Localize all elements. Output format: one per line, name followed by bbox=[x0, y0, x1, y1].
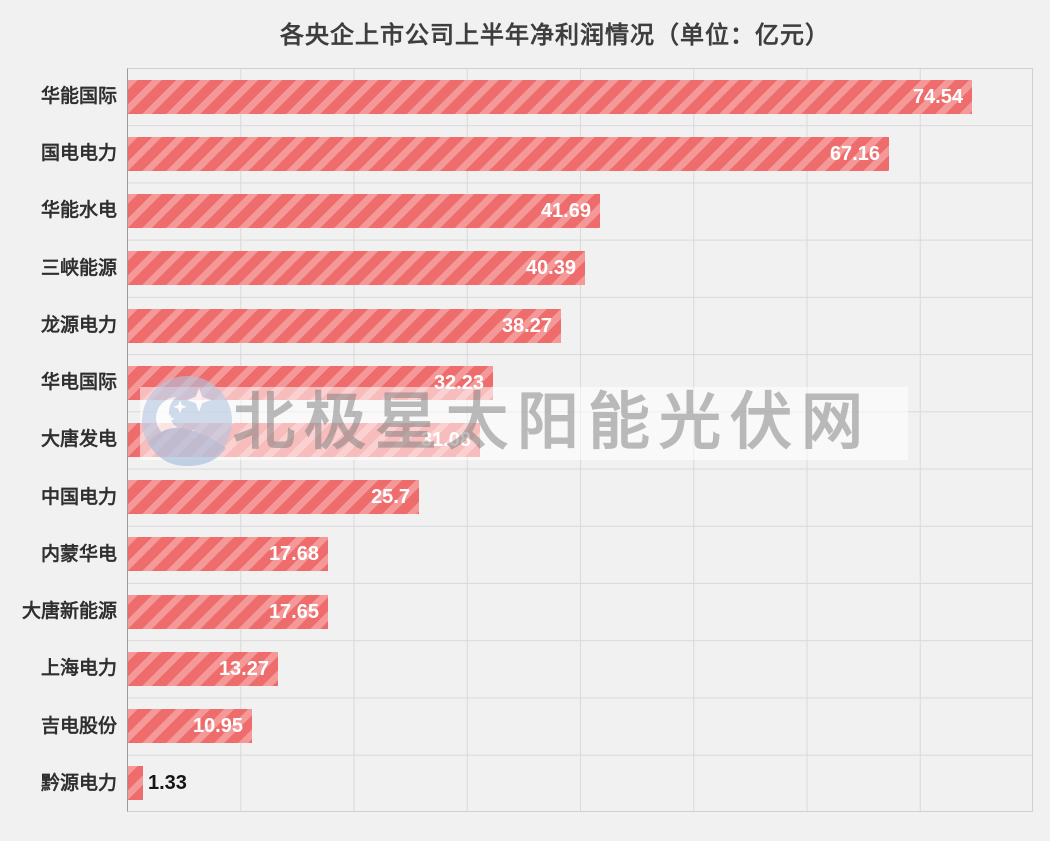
watermark-logo-icon bbox=[142, 376, 232, 466]
category-label: 大唐发电 bbox=[40, 429, 117, 451]
value-label: 41.69 bbox=[540, 200, 591, 223]
bar: 67.16 bbox=[128, 136, 889, 171]
value-label: 13.27 bbox=[218, 657, 269, 680]
value-label: 67.16 bbox=[829, 142, 880, 165]
bar: 74.54 bbox=[128, 79, 972, 114]
bar: 13.27 bbox=[128, 651, 278, 686]
bar: 38.27 bbox=[128, 308, 561, 343]
category-label: 华能水电 bbox=[40, 200, 117, 222]
category-label: 国电电力 bbox=[40, 143, 117, 165]
value-label: 17.65 bbox=[268, 600, 319, 623]
bar: 40.39 bbox=[128, 251, 585, 286]
value-label: 1.33 bbox=[148, 772, 187, 795]
category-label: 华能国际 bbox=[40, 86, 117, 107]
value-label: 74.54 bbox=[912, 85, 963, 108]
watermark-text: 北极星太阳能光伏网 bbox=[233, 388, 873, 457]
category-label: 内蒙华电 bbox=[40, 543, 117, 565]
watermark-band bbox=[140, 387, 908, 460]
category-label: 上海电力 bbox=[40, 658, 117, 680]
chart-title: 各央企上市公司上半年净利润情况（单位：亿元） bbox=[280, 22, 830, 49]
category-label: 吉电股份 bbox=[40, 715, 117, 737]
bar: 17.68 bbox=[128, 537, 328, 572]
value-label: 40.39 bbox=[525, 257, 576, 280]
category-label: 黔源电力 bbox=[40, 772, 117, 794]
bar: 1.33 bbox=[128, 766, 187, 801]
bar: 41.69 bbox=[128, 194, 600, 229]
category-label: 三峡能源 bbox=[40, 257, 117, 279]
value-label: 38.27 bbox=[501, 314, 552, 337]
value-label: 17.68 bbox=[268, 543, 319, 566]
category-label: 华电国际 bbox=[40, 372, 117, 394]
value-label: 25.7 bbox=[371, 486, 410, 509]
bar: 17.65 bbox=[128, 594, 328, 629]
category-label: 大唐新能源 bbox=[21, 601, 117, 623]
bar: 25.7 bbox=[128, 480, 419, 515]
category-label: 龙源电力 bbox=[40, 314, 117, 336]
value-label: 10.95 bbox=[192, 715, 243, 738]
category-label: 中国电力 bbox=[40, 486, 117, 508]
bar: 10.95 bbox=[128, 709, 252, 744]
